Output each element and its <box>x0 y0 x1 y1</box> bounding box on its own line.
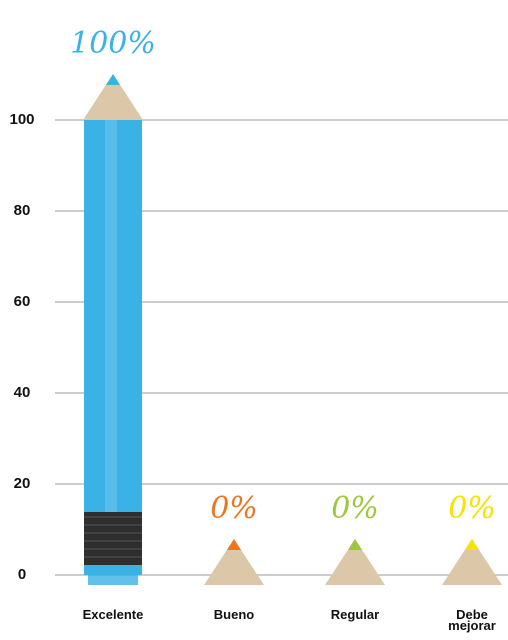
bar <box>84 120 142 575</box>
value-label: 0% <box>331 491 379 526</box>
value-label: 0% <box>448 491 496 526</box>
y-tick-label: 80 <box>14 202 31 219</box>
x-tick-label: Excelente <box>82 607 144 622</box>
y-tick-label: 40 <box>14 384 31 401</box>
y-tick-label: 20 <box>14 475 31 492</box>
x-tick-label: Debe mejorar <box>448 607 496 633</box>
y-tick-label: 0 <box>18 566 26 583</box>
pencil-tip <box>83 74 143 120</box>
pencil-lead <box>348 539 362 550</box>
y-tick-label: 100 <box>9 111 34 128</box>
pencil-tip <box>325 539 385 585</box>
pencil-stripe <box>105 120 117 515</box>
pencil-tip <box>204 539 264 585</box>
pencil-eraser <box>88 565 138 585</box>
pencil-ferrule <box>84 512 142 565</box>
pencil-tip <box>442 539 502 585</box>
x-tick-label: Bueno <box>213 607 255 622</box>
pencil-lead <box>227 539 241 550</box>
y-tick-label: 60 <box>14 293 31 310</box>
value-label: 100% <box>70 26 156 61</box>
pencil-lead <box>106 74 120 85</box>
value-label: 0% <box>210 491 258 526</box>
pencil-lead <box>465 539 479 550</box>
x-tick-label: Regular <box>330 607 380 622</box>
